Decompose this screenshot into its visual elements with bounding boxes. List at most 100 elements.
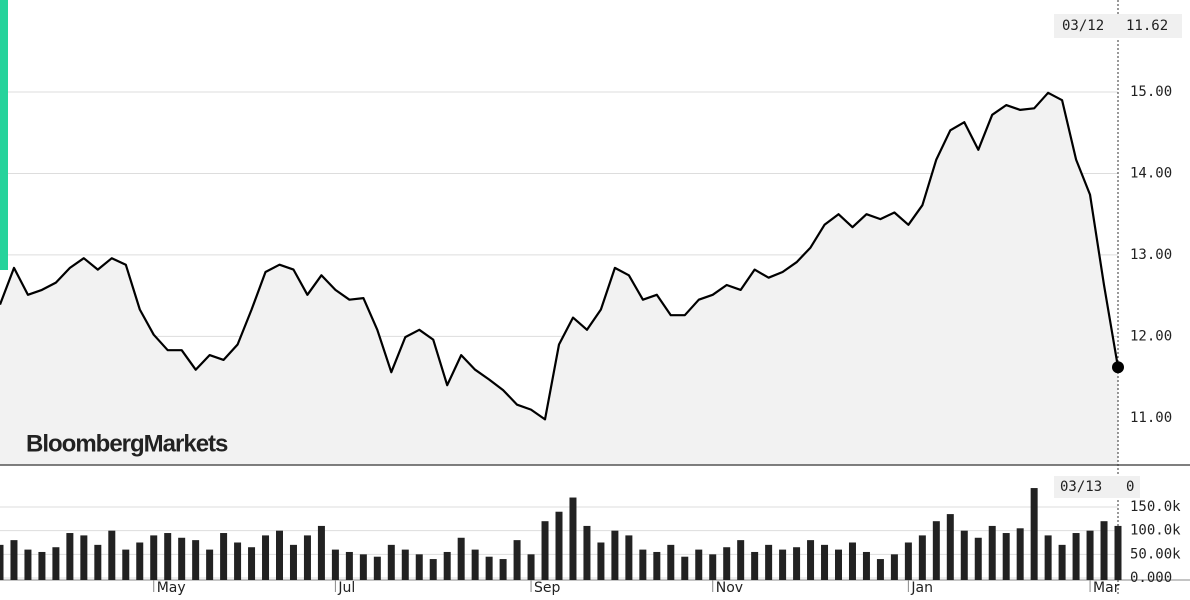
volume-bar xyxy=(974,537,982,580)
accent-bar xyxy=(0,0,8,270)
volume-bar xyxy=(932,521,940,580)
volume-bar xyxy=(38,551,46,580)
y-tick-label: 12.00 xyxy=(1130,328,1172,344)
x-tick-label: Jul xyxy=(337,580,355,596)
volume-bar xyxy=(555,511,563,580)
volume-bar xyxy=(10,540,18,580)
volume-bar xyxy=(667,544,675,580)
volume-bar xyxy=(164,533,172,580)
volume-bar xyxy=(569,497,577,580)
last-price: 11.62 xyxy=(1126,18,1168,34)
volume-bar xyxy=(625,535,633,580)
volume-bar xyxy=(1086,530,1094,580)
volume-bar xyxy=(751,551,759,580)
volume-bar xyxy=(960,530,968,580)
volume-bar xyxy=(303,535,311,580)
volume-bar xyxy=(373,556,381,580)
volume-bar xyxy=(876,559,884,580)
volume-bar xyxy=(541,521,549,580)
volume-bar xyxy=(443,551,451,580)
volume-bar xyxy=(1044,535,1052,580)
volume-bar xyxy=(988,525,996,580)
volume-value: 0 xyxy=(1126,479,1134,495)
volume-bar xyxy=(387,544,395,580)
volume-bar xyxy=(66,533,74,580)
volume-bar xyxy=(737,540,745,580)
volume-bar xyxy=(681,556,689,580)
volume-bar xyxy=(848,542,856,580)
volume-bar xyxy=(807,540,815,580)
y-tick-label: 100.0k xyxy=(1130,523,1181,539)
volume-bar xyxy=(192,540,200,580)
volume-bar xyxy=(946,514,954,580)
last-date: 03/12 xyxy=(1062,18,1104,34)
volume-bar xyxy=(862,551,870,580)
y-tick-label: 13.00 xyxy=(1130,247,1172,263)
volume-bar xyxy=(248,547,256,580)
volume-bar xyxy=(122,549,130,580)
volume-bar xyxy=(1030,488,1038,580)
volume-bar xyxy=(485,556,493,580)
volume-bar xyxy=(52,547,60,580)
volume-bar xyxy=(653,551,661,580)
volume-bar xyxy=(583,525,591,580)
volume-bar xyxy=(345,551,353,580)
last-point xyxy=(1112,361,1124,374)
y-tick-label: 150.0k xyxy=(1130,499,1181,515)
y-tick-label: 11.00 xyxy=(1130,410,1172,426)
volume-bar xyxy=(317,525,325,580)
volume-bar xyxy=(765,544,773,580)
x-tick-label: Sep xyxy=(534,580,561,596)
volume-bar xyxy=(150,535,158,580)
volume-bar xyxy=(1100,521,1108,580)
price-line xyxy=(0,91,1120,421)
volume-bar xyxy=(639,549,647,580)
volume-bar xyxy=(918,535,926,580)
volume-bar xyxy=(415,554,423,580)
price-area xyxy=(0,92,1118,466)
volume-bar xyxy=(597,542,605,580)
last-price-box xyxy=(1054,14,1182,38)
x-tick-label: Jan xyxy=(910,580,933,596)
volume-bar xyxy=(262,535,270,580)
volume-bar xyxy=(401,549,409,580)
volume-bar xyxy=(94,544,102,580)
volume-date: 03/13 xyxy=(1060,479,1102,495)
volume-bar xyxy=(178,537,186,580)
volume-bar xyxy=(709,554,717,580)
y-tick-label: 15.00 xyxy=(1130,84,1172,100)
volume-bar xyxy=(723,547,731,580)
volume-bar xyxy=(1016,528,1024,580)
volume-bar xyxy=(890,554,898,580)
volume-bar xyxy=(276,530,283,580)
volume-bar xyxy=(1114,525,1122,580)
volume-bar xyxy=(24,549,32,580)
volume-bar xyxy=(80,535,88,580)
volume-bar xyxy=(206,549,214,580)
volume-bar xyxy=(457,537,465,580)
volume-bar xyxy=(108,530,116,580)
y-tick-label: 14.00 xyxy=(1130,165,1172,181)
volume-bar xyxy=(821,544,829,580)
y-tick-label: 0.000 xyxy=(1130,570,1172,586)
watermark: BloombergMarkets xyxy=(26,430,228,457)
volume-bar xyxy=(331,549,339,580)
volume-bar xyxy=(499,559,507,580)
volume-bar xyxy=(904,542,912,580)
volume-bar xyxy=(513,540,521,580)
volume-bar xyxy=(0,544,4,580)
x-tick-label: Nov xyxy=(716,580,743,596)
volume-bar xyxy=(359,554,367,580)
volume-bar xyxy=(136,542,144,580)
x-tick-label: May xyxy=(157,580,186,596)
volume-bar xyxy=(220,533,228,580)
volume-bar xyxy=(289,544,297,580)
x-tick-label: Mar xyxy=(1093,580,1120,596)
volume-bar xyxy=(835,549,842,580)
volume-bar xyxy=(779,549,787,580)
last-volume-box xyxy=(1054,476,1140,498)
volume-bar xyxy=(527,554,535,580)
volume-bar xyxy=(471,549,479,580)
volume-bar xyxy=(234,542,242,580)
